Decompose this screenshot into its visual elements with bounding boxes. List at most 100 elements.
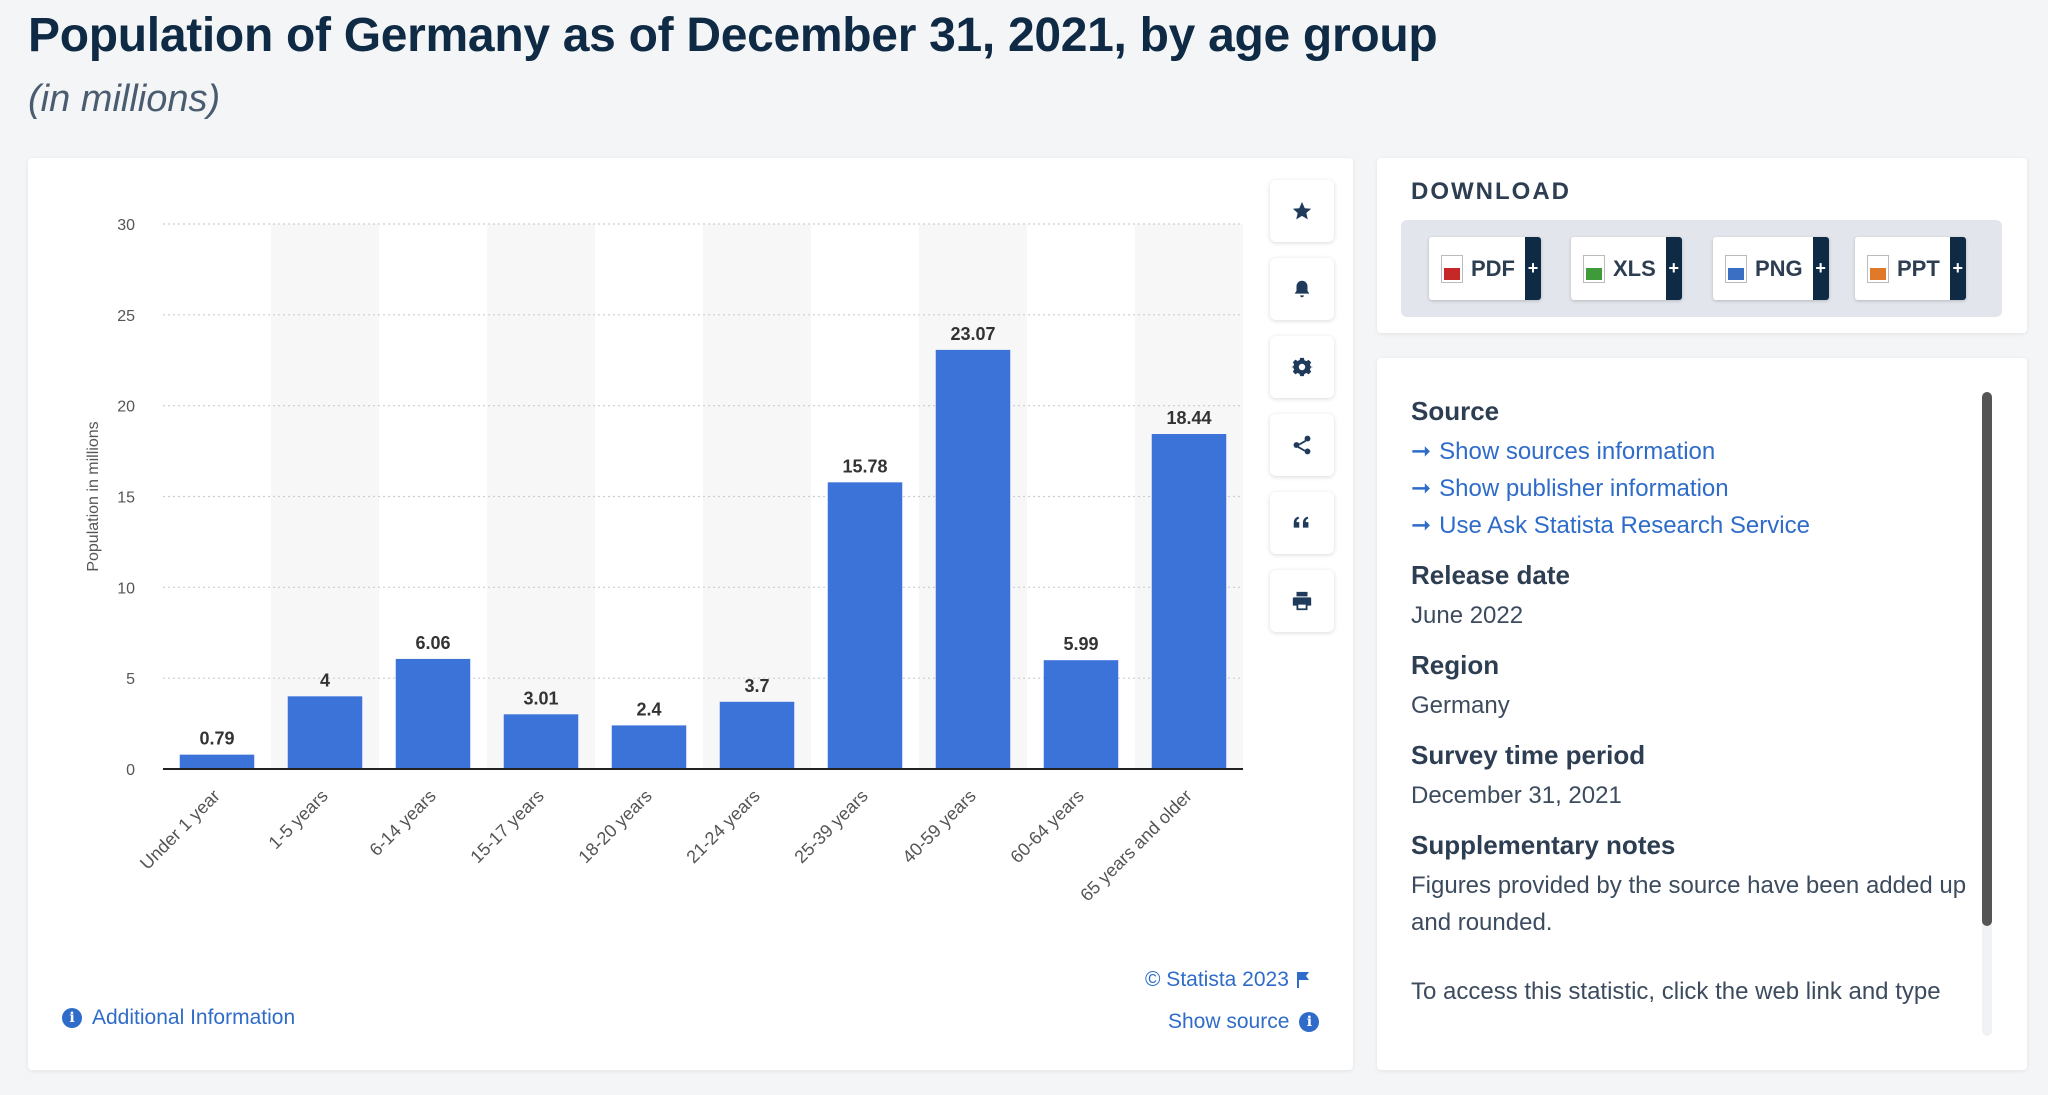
download-buttons: PDF + XLS + PNG + PPT + <box>1401 220 2002 317</box>
info-icon: i <box>62 1008 82 1028</box>
flag-icon <box>1296 972 1309 988</box>
plus-icon: + <box>1812 237 1829 300</box>
data-label: 0.79 <box>199 729 234 749</box>
download-ppt-main: PPT <box>1855 237 1950 300</box>
x-tick-label: 18-20 years <box>574 786 655 867</box>
gear-icon <box>1291 357 1313 377</box>
y-tick-label: 30 <box>117 217 135 234</box>
release-date-label: Release date <box>1411 560 1570 590</box>
page-title: Population of Germany as of December 31,… <box>28 9 1438 62</box>
page-subtitle: (in millions) <box>28 78 221 120</box>
pdf-file-icon <box>1441 254 1463 283</box>
show-publisher-link[interactable]: ➞ Show publisher information <box>1411 470 1971 507</box>
bar <box>503 714 579 769</box>
bar <box>719 701 795 769</box>
download-ppt-button[interactable]: PPT + <box>1855 237 1966 300</box>
plus-icon: + <box>1665 237 1682 300</box>
y-tick-label: 10 <box>117 580 135 597</box>
ppt-label: PPT <box>1897 255 1940 281</box>
xls-label: XLS <box>1613 255 1656 281</box>
data-label: 3.01 <box>523 688 558 708</box>
access-text: To access this statistic, click the web … <box>1411 978 1941 1005</box>
download-png-button[interactable]: PNG + <box>1713 237 1829 300</box>
show-source-link[interactable]: Show source i <box>1168 1010 1320 1034</box>
supplementary-notes-value: Figures provided by the source have been… <box>1411 872 1967 936</box>
y-tick-label: 0 <box>126 762 135 779</box>
data-label: 5.99 <box>1063 634 1098 654</box>
x-tick-label: 21-24 years <box>682 786 763 867</box>
y-axis-label: Population in millions <box>85 421 102 571</box>
x-tick-label: Under 1 year <box>136 786 224 874</box>
png-file-icon <box>1725 254 1747 283</box>
share-icon <box>1293 435 1311 455</box>
data-label: 4 <box>320 670 330 690</box>
data-label: 6.06 <box>415 633 450 653</box>
y-tick-label: 25 <box>117 308 135 325</box>
pdf-label: PDF <box>1471 255 1515 281</box>
data-label: 2.4 <box>636 699 661 719</box>
region-value: Germany <box>1411 692 1510 719</box>
region-label: Region <box>1411 650 1500 680</box>
data-label: 23.07 <box>950 324 995 344</box>
additional-information-label: Additional Information <box>92 1006 296 1029</box>
ask-statista-label: Use Ask Statista Research Service <box>1439 512 1810 539</box>
info-icon: i <box>1299 1012 1320 1032</box>
arrow-right-icon: ➞ <box>1411 512 1432 539</box>
x-tick-label: 40-59 years <box>898 786 979 867</box>
download-title: DOWNLOAD <box>1411 178 1571 205</box>
statistic-info-panel: Source ➞ Show sources information ➞ Show p… <box>1377 358 2027 1070</box>
x-tick-label: 60-64 years <box>1006 786 1087 867</box>
arrow-right-icon: ➞ <box>1411 475 1432 502</box>
cite-button[interactable] <box>1270 492 1334 554</box>
show-publisher-label: Show publisher information <box>1439 475 1729 502</box>
additional-information-link[interactable]: i Additional Information <box>62 1006 295 1030</box>
bar <box>179 754 255 769</box>
bar <box>1151 434 1227 769</box>
supplementary-notes-label: Supplementary notes <box>1411 830 1676 860</box>
download-xls-main: XLS <box>1571 237 1666 300</box>
settings-button[interactable] <box>1270 336 1334 398</box>
bar <box>1043 660 1119 769</box>
x-tick-label: 15-17 years <box>466 786 547 867</box>
xls-file-icon <box>1583 254 1605 283</box>
statista-credit-link[interactable]: © Statista 2023 <box>1145 968 1311 992</box>
data-label: 15.78 <box>842 456 887 476</box>
print-icon <box>1292 591 1312 611</box>
arrow-right-icon: ➞ <box>1411 438 1432 465</box>
show-sources-label: Show sources information <box>1439 438 1716 465</box>
plus-icon: + <box>1525 237 1541 300</box>
ppt-file-icon <box>1867 254 1889 283</box>
ask-statista-link[interactable]: ➞ Use Ask Statista Research Service <box>1411 507 1971 544</box>
y-tick-label: 15 <box>117 490 135 507</box>
bell-icon <box>1294 280 1310 298</box>
survey-period-value: December 31, 2021 <box>1411 782 1622 809</box>
data-label: 18.44 <box>1166 408 1211 428</box>
y-tick-label: 5 <box>126 671 135 688</box>
print-button[interactable] <box>1270 570 1334 632</box>
png-label: PNG <box>1755 255 1803 281</box>
survey-period-label: Survey time period <box>1411 740 1646 770</box>
chart-toolbar <box>1270 180 1334 648</box>
x-tick-label: 25-39 years <box>790 786 871 867</box>
download-xls-button[interactable]: XLS + <box>1571 237 1682 300</box>
scrollbar-thumb[interactable] <box>1982 392 1992 926</box>
share-button[interactable] <box>1270 414 1334 476</box>
x-tick-label: 6-14 years <box>366 786 440 860</box>
bar <box>827 482 903 769</box>
download-pdf-button[interactable]: PDF + <box>1429 237 1541 300</box>
release-date-value: June 2022 <box>1411 602 1524 629</box>
favorite-button[interactable] <box>1270 180 1334 242</box>
download-panel: DOWNLOAD PDF + XLS + PNG + <box>1377 158 2027 333</box>
bar <box>287 696 363 769</box>
bar <box>395 658 471 769</box>
y-tick-label: 20 <box>117 399 135 416</box>
data-label: 3.7 <box>744 676 769 696</box>
bar <box>611 725 687 769</box>
notification-button[interactable] <box>1270 258 1334 320</box>
plus-icon: + <box>1949 237 1966 300</box>
credit-label: © Statista 2023 <box>1145 968 1289 991</box>
download-pdf-main: PDF <box>1429 237 1525 300</box>
download-png-main: PNG <box>1713 237 1813 300</box>
x-tick-label: 1-5 years <box>265 786 332 853</box>
show-sources-link[interactable]: ➞ Show sources information <box>1411 433 1971 470</box>
